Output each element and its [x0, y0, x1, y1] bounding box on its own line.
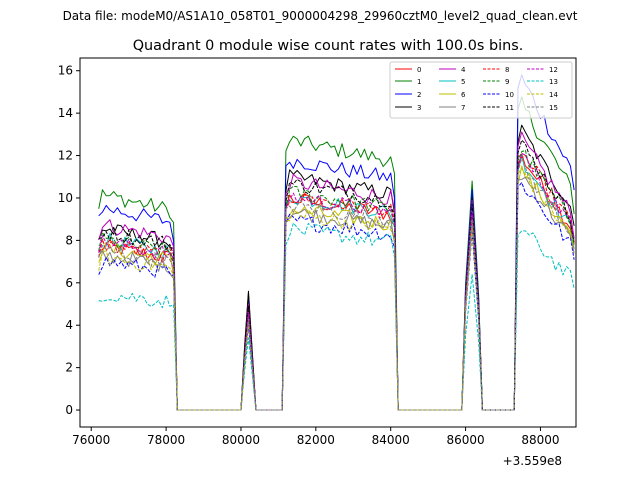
x-tick-label: 78000: [147, 433, 185, 447]
y-tick-label: 6: [65, 276, 73, 290]
legend-label-9: 9: [505, 78, 509, 86]
series-line-10: [98, 181, 575, 411]
y-tick-label: 2: [65, 361, 73, 375]
y-tick-label: 8: [65, 233, 73, 247]
y-tick-label: 16: [58, 64, 73, 78]
series-line-7: [98, 176, 575, 411]
y-tick-label: 4: [65, 318, 73, 332]
series-line-11: [98, 139, 575, 411]
series-layer: [98, 74, 575, 411]
y-tick-label: 10: [58, 191, 73, 205]
legend-label-15: 15: [549, 104, 558, 112]
series-line-6: [98, 165, 575, 411]
series-line-15: [98, 157, 575, 411]
x-tick-label: 86000: [446, 433, 484, 447]
y-axis: 0 2 4 6 8 10 12 14 16: [58, 64, 80, 417]
series-line-8: [98, 154, 575, 411]
legend-label-3: 3: [417, 104, 421, 112]
x-tick-label: 80000: [222, 433, 260, 447]
series-line-14: [98, 168, 575, 411]
x-axis: 76000 78000 80000 82000 84000 86000 88000: [72, 427, 560, 447]
legend-label-0: 0: [417, 66, 421, 74]
legend-label-1: 1: [417, 78, 421, 86]
series-line-13: [98, 222, 575, 411]
series-line-4: [98, 131, 575, 411]
legend-label-6: 6: [461, 91, 466, 99]
legend-label-2: 2: [417, 91, 421, 99]
legend-label-13: 13: [549, 78, 558, 86]
series-line-9: [98, 149, 575, 411]
x-offset-label: +3.559e8: [503, 454, 562, 468]
x-tick-label: 76000: [72, 433, 110, 447]
legend-label-11: 11: [505, 104, 514, 112]
x-tick-label: 88000: [521, 433, 559, 447]
series-line-12: [98, 152, 575, 411]
legend-label-14: 14: [549, 91, 558, 99]
plot-frame: [79, 57, 577, 428]
legend-label-7: 7: [461, 104, 465, 112]
legend-label-5: 5: [461, 78, 465, 86]
y-tick-label: 14: [58, 106, 73, 120]
x-tick-label: 84000: [372, 433, 410, 447]
chart-title: Quadrant 0 module wise count rates with …: [133, 38, 524, 54]
y-tick-label: 12: [58, 149, 73, 163]
legend-label-8: 8: [505, 66, 509, 74]
data-file-header: Data file: modeM0/AS1A10_058T01_90000042…: [63, 9, 578, 23]
series-line-3: [98, 124, 575, 411]
series-line-0: [98, 153, 575, 411]
x-tick-label: 82000: [297, 433, 335, 447]
legend-label-10: 10: [505, 91, 514, 99]
legend-frame: [389, 61, 573, 119]
y-tick-label: 0: [65, 403, 73, 417]
legend-label-4: 4: [461, 66, 466, 74]
legend-label-12: 12: [549, 66, 558, 74]
